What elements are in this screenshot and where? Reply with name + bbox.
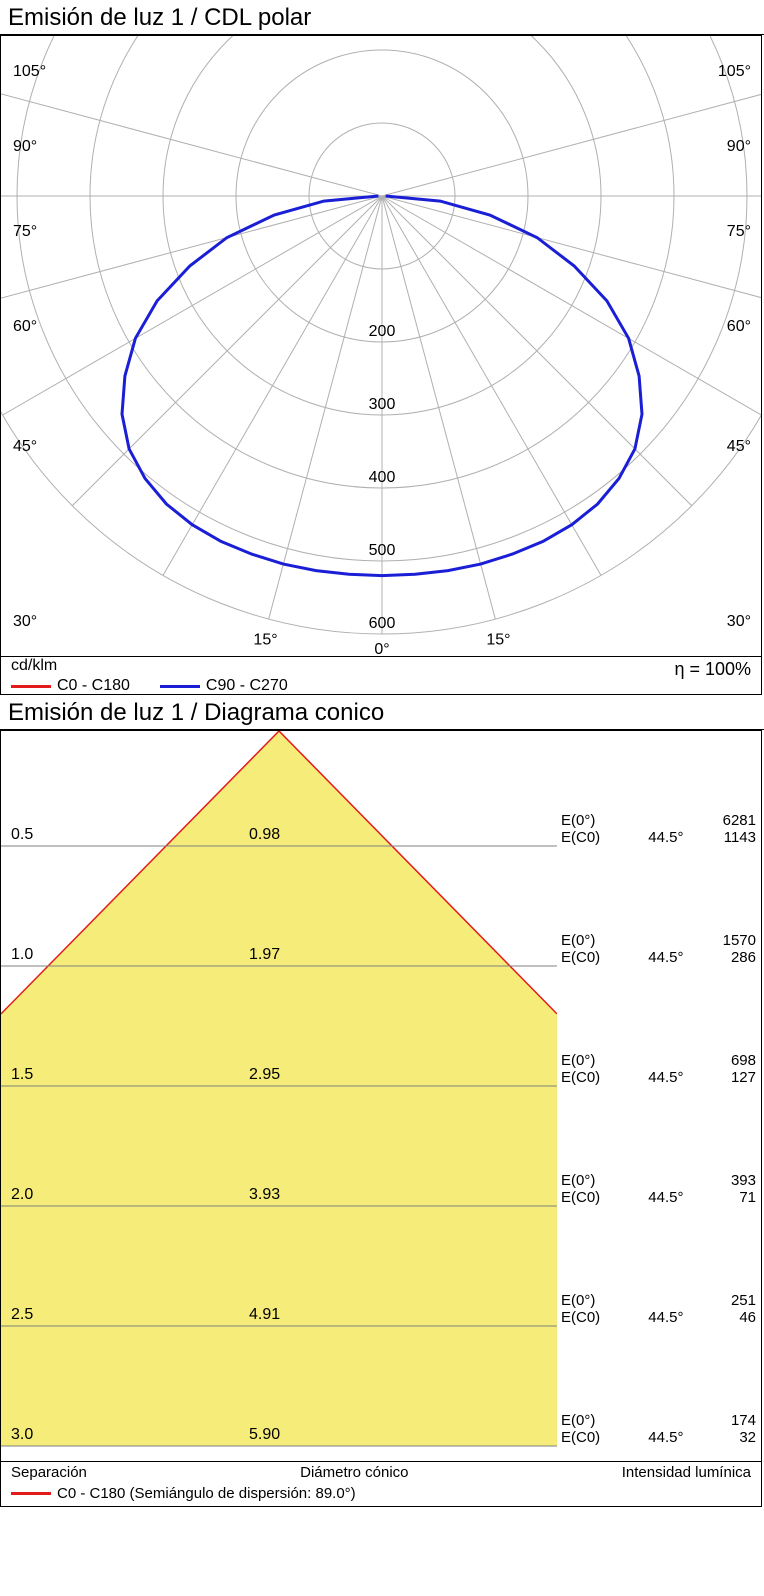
cone-intensity-block: E(0°)698E(C0)44.5°127 <box>561 1052 756 1086</box>
cone-diam-label: 5.90 <box>249 1426 280 1444</box>
legend-swatch <box>160 685 200 688</box>
cone-legend-swatch <box>11 1492 51 1495</box>
cone-sep-label: 1.5 <box>11 1066 33 1084</box>
polar-legend-item: C90 - C270 <box>160 677 288 695</box>
cone-sep-label: 2.5 <box>11 1306 33 1324</box>
svg-text:90°: 90° <box>13 138 37 155</box>
cone-footer-intensity-label: Intensidad lumínica <box>622 1464 751 1481</box>
cone-intensity-block: E(0°)251E(C0)44.5°46 <box>561 1292 756 1326</box>
cone-footer: Separación Diámetro cónico Intensidad lu… <box>1 1461 761 1506</box>
svg-text:45°: 45° <box>13 438 37 455</box>
cone-chart-title: Emisión de luz 1 / Diagrama conico <box>0 695 764 730</box>
svg-text:90°: 90° <box>727 138 751 155</box>
svg-text:105°: 105° <box>718 63 751 80</box>
cone-sep-label: 1.0 <box>11 946 33 964</box>
svg-text:30°: 30° <box>727 613 751 630</box>
cone-chart-container: E(0°)6281E(C0)44.5°1143 E(0°)1570E(C0)44.… <box>0 730 762 1507</box>
svg-text:75°: 75° <box>727 223 751 240</box>
svg-text:400: 400 <box>369 469 396 486</box>
cone-diam-label: 0.98 <box>249 826 280 844</box>
polar-svg: 200 300 400 500 600 105° 90° 75° 60° 45° 30° 105° 90… <box>1 36 761 656</box>
legend-label: C0 - C180 <box>57 677 130 695</box>
cone-footer-sep-label: Separación <box>11 1464 87 1481</box>
cone-intensity-block: E(0°)6281E(C0)44.5°1143 <box>561 812 756 846</box>
cone-diam-label: 3.93 <box>249 1186 280 1204</box>
polar-efficiency: η = 100% <box>674 659 751 680</box>
cone-sep-label: 2.0 <box>11 1186 33 1204</box>
cone-plot-area: E(0°)6281E(C0)44.5°1143 E(0°)1570E(C0)44.… <box>1 731 761 1461</box>
legend-label: C90 - C270 <box>206 677 288 695</box>
polar-legend-unit: cd/klm <box>11 657 57 675</box>
svg-text:75°: 75° <box>13 223 37 240</box>
svg-text:30°: 30° <box>13 613 37 630</box>
cone-footer-diam-label: Diámetro cónico <box>300 1464 408 1481</box>
cone-legend-text: C0 - C180 (Semiángulo de dispersión: 89.… <box>57 1485 356 1502</box>
cone-sep-label: 3.0 <box>11 1426 33 1444</box>
svg-text:60°: 60° <box>13 318 37 335</box>
svg-text:600: 600 <box>369 615 396 632</box>
svg-text:45°: 45° <box>727 438 751 455</box>
polar-legend: cd/klm C0 - C180 C90 - C270 η = 100% <box>1 656 761 696</box>
svg-text:15°: 15° <box>486 632 510 649</box>
svg-text:500: 500 <box>369 542 396 559</box>
svg-text:105°: 105° <box>13 63 46 80</box>
svg-text:200: 200 <box>369 323 396 340</box>
polar-legend-item: C0 - C180 <box>11 677 130 695</box>
legend-swatch <box>11 685 51 688</box>
cone-diam-label: 4.91 <box>249 1306 280 1324</box>
svg-text:0°: 0° <box>374 641 389 656</box>
svg-text:15°: 15° <box>253 632 277 649</box>
svg-text:300: 300 <box>369 396 396 413</box>
cone-diam-label: 2.95 <box>249 1066 280 1084</box>
cone-sep-label: 0.5 <box>11 826 33 844</box>
polar-chart-title: Emisión de luz 1 / CDL polar <box>0 0 764 35</box>
cone-intensity-block: E(0°)174E(C0)44.5°32 <box>561 1412 756 1446</box>
cone-intensity-block: E(0°)393E(C0)44.5°71 <box>561 1172 756 1206</box>
svg-text:60°: 60° <box>727 318 751 335</box>
cone-diam-label: 1.97 <box>249 946 280 964</box>
cone-intensity-block: E(0°)1570E(C0)44.5°286 <box>561 932 756 966</box>
polar-chart-container: 200 300 400 500 600 105° 90° 75° 60° 45° 30° 105° 90… <box>0 35 762 695</box>
